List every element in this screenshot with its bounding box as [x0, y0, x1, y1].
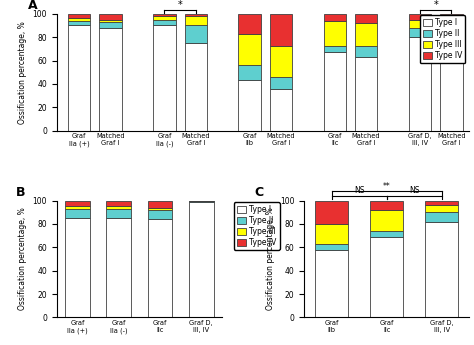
Bar — [425, 212, 458, 221]
Bar — [355, 14, 377, 23]
Text: NS: NS — [409, 186, 419, 195]
Bar — [315, 224, 348, 244]
Bar — [324, 14, 346, 21]
Bar — [65, 206, 90, 209]
Bar — [324, 47, 346, 52]
Bar — [65, 201, 90, 206]
Bar — [425, 205, 458, 212]
Bar — [189, 201, 214, 202]
Legend: Type I, Type II, Type III, Type IV: Type I, Type II, Type III, Type IV — [234, 202, 280, 250]
Bar — [370, 231, 403, 237]
Bar — [147, 208, 173, 210]
Bar — [106, 209, 131, 218]
Bar — [106, 218, 131, 317]
Text: B: B — [16, 186, 25, 199]
Y-axis label: Ossification percentage, %: Ossification percentage, % — [18, 21, 27, 124]
Bar — [100, 14, 122, 20]
Text: C: C — [255, 186, 264, 199]
Bar — [440, 24, 463, 45]
Bar — [100, 28, 122, 130]
Bar — [315, 244, 348, 250]
Bar — [440, 45, 463, 55]
Bar — [147, 210, 173, 219]
Bar — [409, 14, 431, 20]
Bar — [147, 219, 173, 317]
Bar — [106, 206, 131, 209]
Bar — [189, 202, 214, 317]
Bar — [153, 20, 176, 26]
Bar — [324, 52, 346, 130]
Bar — [106, 201, 131, 206]
Bar — [409, 37, 431, 130]
Bar — [370, 237, 403, 317]
Bar — [185, 16, 207, 26]
Bar — [409, 20, 431, 28]
Bar — [238, 80, 261, 130]
Bar — [100, 22, 122, 28]
Bar — [65, 209, 90, 218]
Y-axis label: Ossification percentage, %: Ossification percentage, % — [18, 208, 27, 310]
Bar — [100, 20, 122, 22]
Bar — [270, 77, 292, 89]
Text: *: * — [178, 0, 182, 10]
Bar — [324, 21, 346, 47]
Bar — [65, 218, 90, 317]
Y-axis label: Ossification percentage, %: Ossification percentage, % — [265, 208, 274, 310]
Bar — [425, 221, 458, 317]
Bar — [147, 201, 173, 208]
Bar — [440, 55, 463, 130]
Bar — [370, 201, 403, 210]
Bar — [425, 201, 458, 205]
Bar — [355, 47, 377, 57]
Bar — [440, 14, 463, 24]
Text: *: * — [433, 0, 438, 10]
Bar — [270, 89, 292, 130]
Text: A: A — [28, 0, 37, 12]
Bar — [68, 21, 91, 26]
Bar — [238, 14, 261, 34]
Bar — [185, 43, 207, 130]
Bar — [238, 65, 261, 80]
Bar — [153, 14, 176, 16]
Text: **: ** — [383, 182, 391, 191]
Bar — [355, 23, 377, 47]
Bar — [185, 26, 207, 43]
Bar — [315, 250, 348, 317]
Legend: Type I, Type II, Type III, Type IV: Type I, Type II, Type III, Type IV — [420, 15, 465, 63]
Bar — [315, 201, 348, 224]
Bar — [238, 34, 261, 65]
Bar — [370, 210, 403, 231]
Bar — [355, 57, 377, 130]
Bar — [153, 16, 176, 20]
Bar — [185, 14, 207, 16]
Bar — [68, 26, 91, 130]
Bar — [68, 19, 91, 21]
Bar — [270, 47, 292, 77]
Text: NS: NS — [354, 186, 365, 195]
Bar — [409, 28, 431, 37]
Bar — [153, 26, 176, 130]
Bar — [270, 14, 292, 47]
Bar — [68, 14, 91, 19]
